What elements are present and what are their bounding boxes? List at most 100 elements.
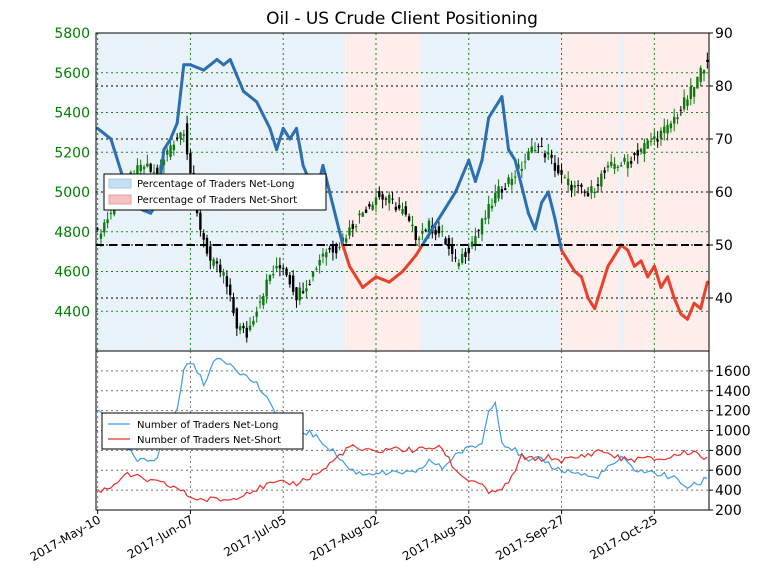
candle-body bbox=[318, 259, 321, 266]
candle-body bbox=[663, 126, 666, 133]
pct-line-segment bbox=[159, 148, 166, 178]
candle-body bbox=[507, 177, 510, 185]
sentiment-band bbox=[433, 33, 438, 351]
price-tick-label: 4800 bbox=[54, 225, 90, 241]
candle-body bbox=[497, 186, 500, 199]
candle-body bbox=[441, 231, 444, 233]
candle-body bbox=[109, 213, 113, 215]
sentiment-band bbox=[424, 33, 428, 351]
pct-line-segment bbox=[477, 158, 484, 173]
pct-line-segment bbox=[344, 254, 351, 268]
candle-body bbox=[291, 275, 295, 292]
pct-tick-label: 70 bbox=[715, 132, 733, 148]
candle-body bbox=[152, 171, 156, 173]
candle-body bbox=[374, 197, 378, 205]
count-tick-label: 200 bbox=[715, 503, 742, 519]
candle-body bbox=[629, 160, 633, 164]
candle-body bbox=[235, 308, 239, 329]
sentiment-band bbox=[526, 33, 531, 351]
sentiment-band bbox=[523, 33, 528, 351]
count-tick-label: 800 bbox=[715, 443, 742, 459]
sentiment-band bbox=[367, 33, 372, 351]
candle-body bbox=[417, 238, 421, 240]
candle-body bbox=[566, 178, 570, 186]
candle-body bbox=[328, 247, 331, 250]
sentiment-band bbox=[556, 33, 561, 351]
sentiment-band bbox=[682, 33, 687, 351]
candle-body bbox=[242, 325, 245, 329]
candle-body bbox=[527, 151, 530, 160]
candle-body bbox=[692, 87, 696, 97]
sentiment-band bbox=[606, 33, 611, 351]
pct-line-segment bbox=[324, 177, 332, 194]
candle-body bbox=[371, 204, 374, 210]
sentiment-band bbox=[516, 33, 521, 351]
bottom-gridlines bbox=[96, 351, 709, 511]
pct-tick-label: 60 bbox=[715, 185, 733, 201]
candle-body bbox=[606, 165, 610, 168]
candle-body bbox=[540, 146, 543, 148]
candle-body bbox=[149, 163, 152, 172]
candle-body bbox=[142, 166, 146, 170]
sentiment-band bbox=[407, 33, 412, 351]
sentiment-band bbox=[612, 33, 617, 351]
candle-body bbox=[593, 191, 596, 194]
candle-body bbox=[689, 86, 692, 100]
candle-body bbox=[424, 229, 427, 232]
candle-body bbox=[99, 233, 103, 239]
pct-line-segment bbox=[546, 190, 554, 207]
candle-body bbox=[272, 274, 275, 276]
pct-tick-label: 80 bbox=[715, 79, 733, 95]
candle-body bbox=[232, 297, 235, 314]
price-tick-label: 4400 bbox=[54, 304, 90, 320]
candle-body bbox=[414, 226, 417, 240]
left-axis-ticks: 4400 4600 4800 5000 5200 5400 5600 5800 bbox=[54, 26, 90, 320]
candle-body bbox=[258, 301, 262, 303]
sentiment-band bbox=[417, 33, 422, 351]
count-tick-label: 1000 bbox=[715, 424, 751, 440]
candle-body bbox=[146, 163, 149, 167]
candle-body bbox=[252, 320, 255, 325]
candle-body bbox=[467, 248, 470, 254]
candle-body bbox=[447, 238, 451, 249]
candle-body bbox=[666, 124, 669, 134]
sentiment-band bbox=[622, 33, 627, 351]
candle-body bbox=[225, 276, 229, 287]
pct-line-segment bbox=[520, 185, 527, 202]
candle-body bbox=[583, 191, 586, 193]
trader-count-lines bbox=[97, 357, 708, 503]
candle-body bbox=[172, 144, 176, 151]
candle-body bbox=[659, 130, 663, 139]
candle-body bbox=[139, 164, 142, 172]
candle-body bbox=[401, 209, 404, 214]
candle-body bbox=[404, 206, 408, 215]
sentiment-band bbox=[692, 33, 697, 351]
candle-body bbox=[245, 327, 248, 338]
candle-body bbox=[600, 173, 603, 187]
candle-body bbox=[228, 284, 232, 296]
candle-body bbox=[437, 226, 441, 234]
candle-body bbox=[451, 244, 454, 255]
count-tick-label: 1200 bbox=[715, 404, 751, 420]
pct-line-segment bbox=[328, 190, 335, 207]
pct-tick-label: 40 bbox=[715, 291, 733, 307]
candle-body bbox=[523, 161, 527, 163]
sentiment-band bbox=[602, 33, 607, 351]
top-legend: Percentage of Traders Net-Long Percentag… bbox=[103, 173, 327, 211]
candle-body bbox=[547, 152, 550, 155]
candle-body bbox=[262, 295, 265, 306]
candle-body bbox=[301, 291, 305, 294]
candle-body bbox=[427, 220, 431, 233]
price-candles bbox=[96, 52, 709, 343]
count-tick-label: 1600 bbox=[715, 364, 751, 380]
candle-body bbox=[388, 194, 391, 204]
sentiment-band bbox=[662, 33, 667, 351]
sentiment-band bbox=[437, 33, 442, 351]
pct-line-segment bbox=[294, 126, 302, 149]
price-tick-label: 5200 bbox=[54, 145, 90, 161]
candle-body bbox=[517, 164, 520, 170]
candle-body bbox=[421, 230, 424, 234]
pct-line-segment bbox=[503, 121, 511, 152]
candle-body bbox=[484, 218, 487, 220]
